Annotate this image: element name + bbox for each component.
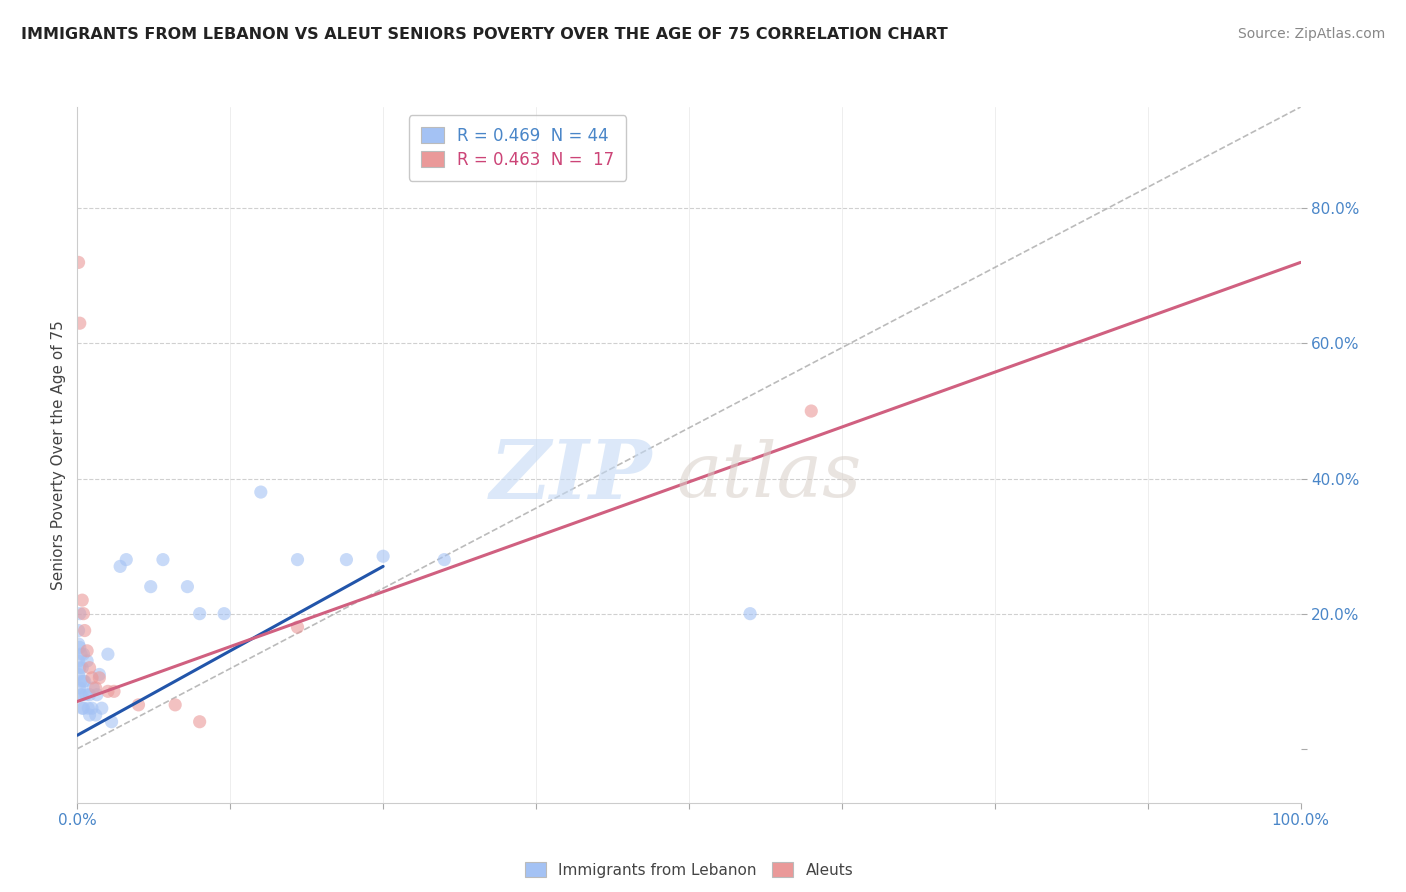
Point: [287, 620, 309, 634]
Point: [287, 552, 309, 566]
Point: [72, 647, 94, 661]
Point: [82, 681, 104, 695]
Point: [139, 580, 162, 594]
Point: [72, 674, 94, 689]
Point: [84, 681, 107, 695]
Text: ZIP: ZIP: [489, 436, 652, 516]
Point: [89, 671, 111, 685]
Point: [72, 701, 94, 715]
Point: [72, 607, 94, 621]
Point: [70, 593, 93, 607]
Point: [127, 698, 149, 712]
Point: [67, 637, 90, 651]
Point: [75, 688, 97, 702]
Point: [371, 549, 394, 564]
Point: [76, 644, 98, 658]
Point: [73, 674, 96, 689]
Point: [108, 559, 131, 574]
Legend: Immigrants from Lebanon, Aleuts: Immigrants from Lebanon, Aleuts: [517, 855, 860, 886]
Point: [90, 701, 112, 715]
Point: [115, 552, 138, 566]
Point: [188, 714, 211, 729]
Text: Source: ZipAtlas.com: Source: ZipAtlas.com: [1237, 27, 1385, 41]
Point: [97, 684, 120, 698]
Point: [188, 607, 211, 621]
Point: [165, 698, 187, 712]
Point: [69, 316, 91, 330]
Point: [69, 640, 91, 655]
Text: atlas: atlas: [676, 439, 862, 513]
Point: [70, 701, 93, 715]
Point: [433, 552, 456, 566]
Point: [103, 684, 125, 698]
Point: [84, 708, 107, 723]
Point: [80, 701, 103, 715]
Point: [73, 624, 96, 638]
Point: [100, 714, 122, 729]
Point: [70, 647, 93, 661]
Point: [80, 671, 103, 685]
Point: [67, 624, 90, 638]
Point: [86, 688, 108, 702]
Point: [176, 580, 198, 594]
Point: [69, 661, 91, 675]
Point: [69, 681, 91, 695]
Point: [70, 688, 93, 702]
Point: [89, 667, 111, 681]
Point: [152, 552, 174, 566]
Point: [79, 688, 101, 702]
Point: [69, 607, 91, 621]
Point: [97, 647, 120, 661]
Point: [79, 708, 101, 723]
Y-axis label: Seniors Poverty Over the Age of 75: Seniors Poverty Over the Age of 75: [51, 320, 66, 590]
Point: [800, 404, 823, 418]
Point: [212, 607, 235, 621]
Point: [70, 688, 93, 702]
Point: [67, 667, 90, 681]
Point: [335, 552, 357, 566]
Point: [67, 654, 90, 668]
Point: [67, 255, 90, 269]
Point: [70, 661, 93, 675]
Text: IMMIGRANTS FROM LEBANON VS ALEUT SENIORS POVERTY OVER THE AGE OF 75 CORRELATION : IMMIGRANTS FROM LEBANON VS ALEUT SENIORS…: [21, 27, 948, 42]
Point: [79, 661, 101, 675]
Point: [740, 607, 762, 621]
Point: [76, 654, 98, 668]
Point: [70, 674, 93, 689]
Point: [77, 701, 100, 715]
Point: [250, 485, 273, 500]
